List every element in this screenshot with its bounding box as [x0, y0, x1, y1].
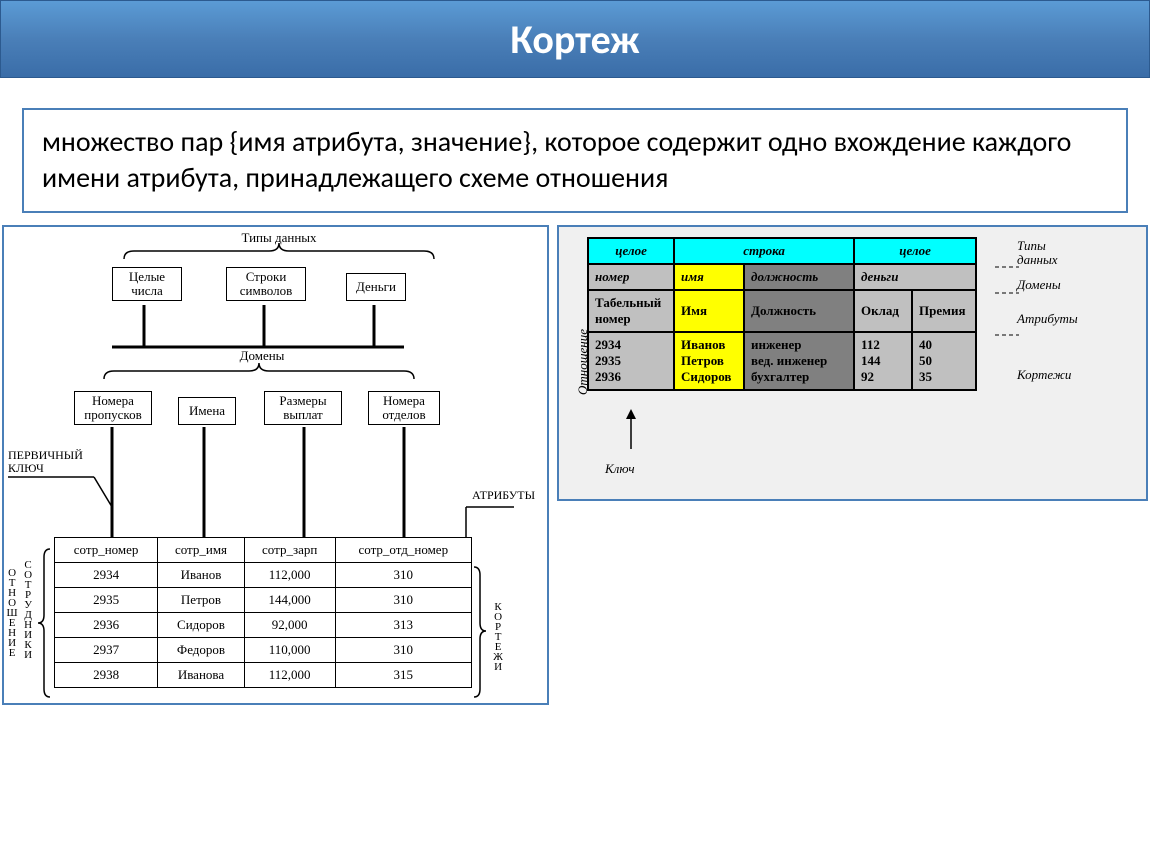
data-col-3: 112 144 92: [854, 332, 912, 390]
table-row: 2935Петров144,000310: [55, 587, 472, 612]
left-col-h-2: сотр_зарп: [244, 537, 335, 562]
slide-title: Кортеж: [0, 0, 1150, 78]
right-dash-lines: [995, 235, 1019, 425]
types-label: Типы данных: [214, 231, 344, 245]
attrs-label: АТРИБУТЫ: [472, 489, 548, 502]
left-col-h-0: сотр_номер: [55, 537, 158, 562]
left-col-h-3: сотр_отд_номер: [335, 537, 471, 562]
domain-box-4: Номера отделов: [368, 391, 440, 426]
key-arrow-icon: [619, 409, 649, 459]
type-box-3: Деньги: [346, 273, 406, 301]
type-box-1: Целые числа: [112, 267, 182, 302]
data-block-row: 2934 2935 2936 Иванов Петров Сидоров инж…: [588, 332, 976, 390]
domain-box-3: Размеры выплат: [264, 391, 342, 426]
left-col-h-1: сотр_имя: [158, 537, 245, 562]
key-label: Ключ: [605, 461, 635, 477]
pk-label: ПЕРВИЧНЫЙ КЛЮЧ: [8, 449, 108, 475]
data-col-2: инженер вед. инженер бухгалтер: [744, 332, 854, 390]
side-label-tuples: Кортежи: [1017, 367, 1071, 383]
domain-box-1: Номера пропусков: [74, 391, 152, 426]
domains-label: Домены: [232, 349, 292, 363]
table-row: 2937Федоров110,000310: [55, 637, 472, 662]
left-diagram-panel: Типы данных Целые числа Строки символов …: [2, 225, 549, 705]
tuples-vertical-label: КОРТЕЖИ: [492, 571, 504, 701]
type-box-2: Строки символов: [226, 267, 306, 302]
domain-box-2: Имена: [178, 397, 236, 425]
data-col-0: 2934 2935 2936: [588, 332, 674, 390]
domains-row: номер имя должность деньги: [588, 264, 976, 290]
side-label-types: Типы данных: [1017, 239, 1087, 268]
left-table-header-row: сотр_номер сотр_имя сотр_зарп сотр_отд_н…: [55, 537, 472, 562]
right-data-table: целое строка целое номер имя должность д…: [587, 237, 977, 391]
side-label-attrs: Атрибуты: [1017, 311, 1078, 327]
table-row: 2938Иванова112,000315: [55, 662, 472, 687]
data-col-1: Иванов Петров Сидоров: [674, 332, 744, 390]
left-data-table: сотр_номер сотр_имя сотр_зарп сотр_отд_н…: [54, 537, 472, 688]
employees-vertical-label: СОТРУДНИКИ: [22, 519, 34, 699]
relation-vertical-label: ОТНОШЕНИЕ: [6, 527, 18, 697]
data-col-4: 40 50 35: [912, 332, 976, 390]
types-row: целое строка целое: [588, 238, 976, 264]
side-label-domains: Домены: [1017, 277, 1061, 293]
table-row: 2936Сидоров92,000313: [55, 612, 472, 637]
definition-text: множество пар {имя атрибута, значение}, …: [22, 108, 1128, 213]
right-table-panel: Отношение целое строка целое номер имя д…: [557, 225, 1148, 501]
table-row: 2934Иванов112,000310: [55, 562, 472, 587]
attrs-row: Табельный номер Имя Должность Оклад Прем…: [588, 290, 976, 332]
